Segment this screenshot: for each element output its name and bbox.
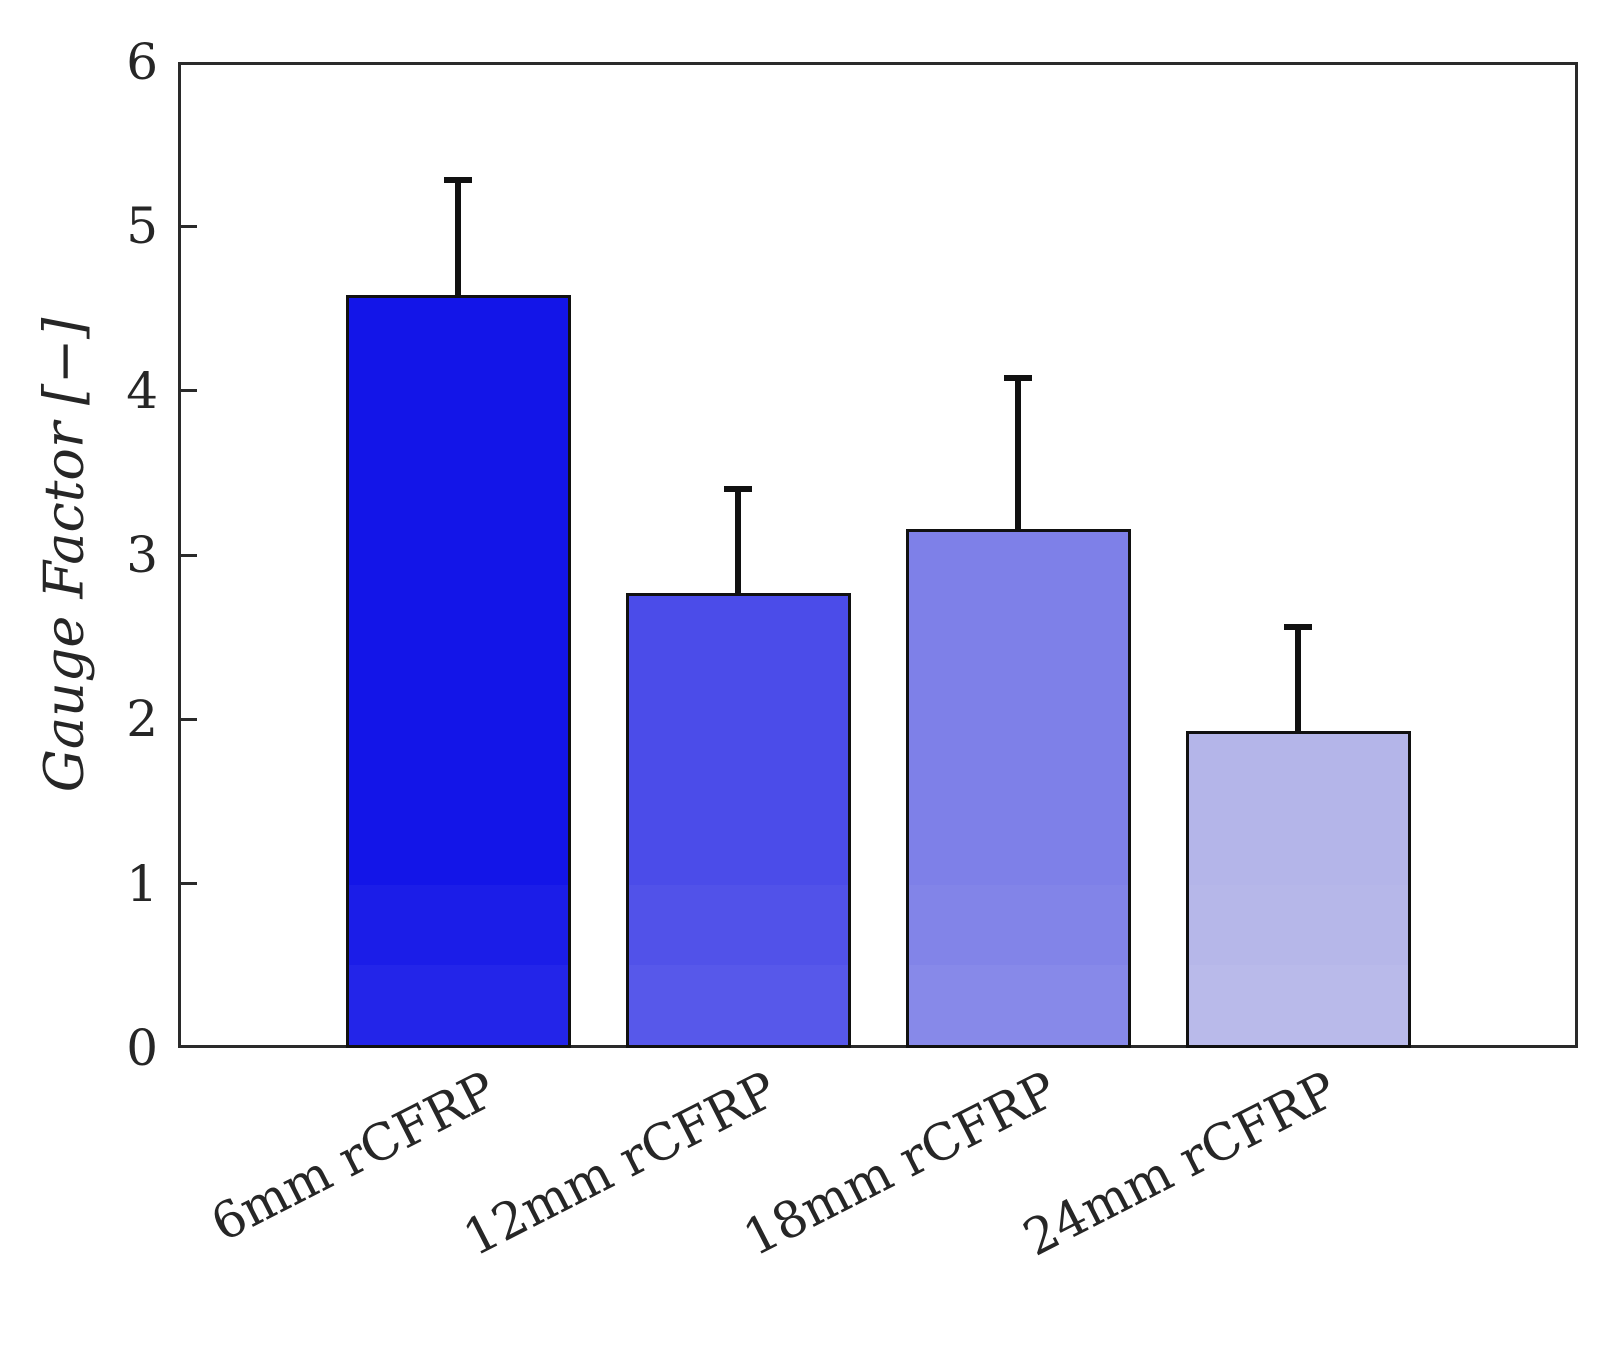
y-tick-mark — [181, 882, 197, 886]
bar-24mm — [1185, 730, 1411, 1048]
x-tick-label: 24mm rCFRP — [1013, 1060, 1346, 1268]
bar-shade-band — [349, 885, 568, 965]
bar-shade-band — [628, 964, 848, 1045]
error-bar-cap — [1284, 624, 1312, 631]
bar-6mm — [345, 295, 571, 1048]
y-tick-label: 6 — [126, 33, 158, 91]
error-bar-stem — [1015, 377, 1021, 531]
y-tick-label: 5 — [126, 197, 158, 256]
bar-18mm — [905, 528, 1131, 1048]
y-tick-label: 3 — [126, 526, 158, 584]
bar-shade-band — [909, 885, 1128, 965]
error-bar-cap — [444, 177, 472, 184]
y-tick-label: 0 — [126, 1019, 158, 1077]
error-bar-stem — [735, 489, 741, 595]
y-tick-label: 1 — [126, 854, 158, 913]
bar-shade-band — [1189, 885, 1408, 965]
error-bar-cap — [1004, 374, 1032, 381]
bar-shade-band — [629, 885, 848, 965]
bar-shade-band — [1188, 964, 1408, 1045]
bar-shade-band — [908, 964, 1128, 1045]
y-tick-label: 4 — [126, 361, 158, 420]
y-tick-mark — [181, 717, 197, 721]
error-bar-stem — [455, 180, 461, 298]
x-tick-label: 12mm rCFRP — [453, 1060, 786, 1268]
error-bar-stem — [1295, 627, 1301, 733]
bar-12mm — [625, 592, 851, 1048]
error-bar-cap — [724, 486, 752, 493]
y-tick-label: 2 — [126, 690, 158, 749]
y-tick-mark — [181, 389, 197, 393]
y-tick-mark — [181, 553, 197, 557]
bar-shade-band — [348, 964, 568, 1045]
x-tick-label: 18mm rCFRP — [733, 1060, 1066, 1268]
y-tick-mark — [181, 224, 197, 228]
